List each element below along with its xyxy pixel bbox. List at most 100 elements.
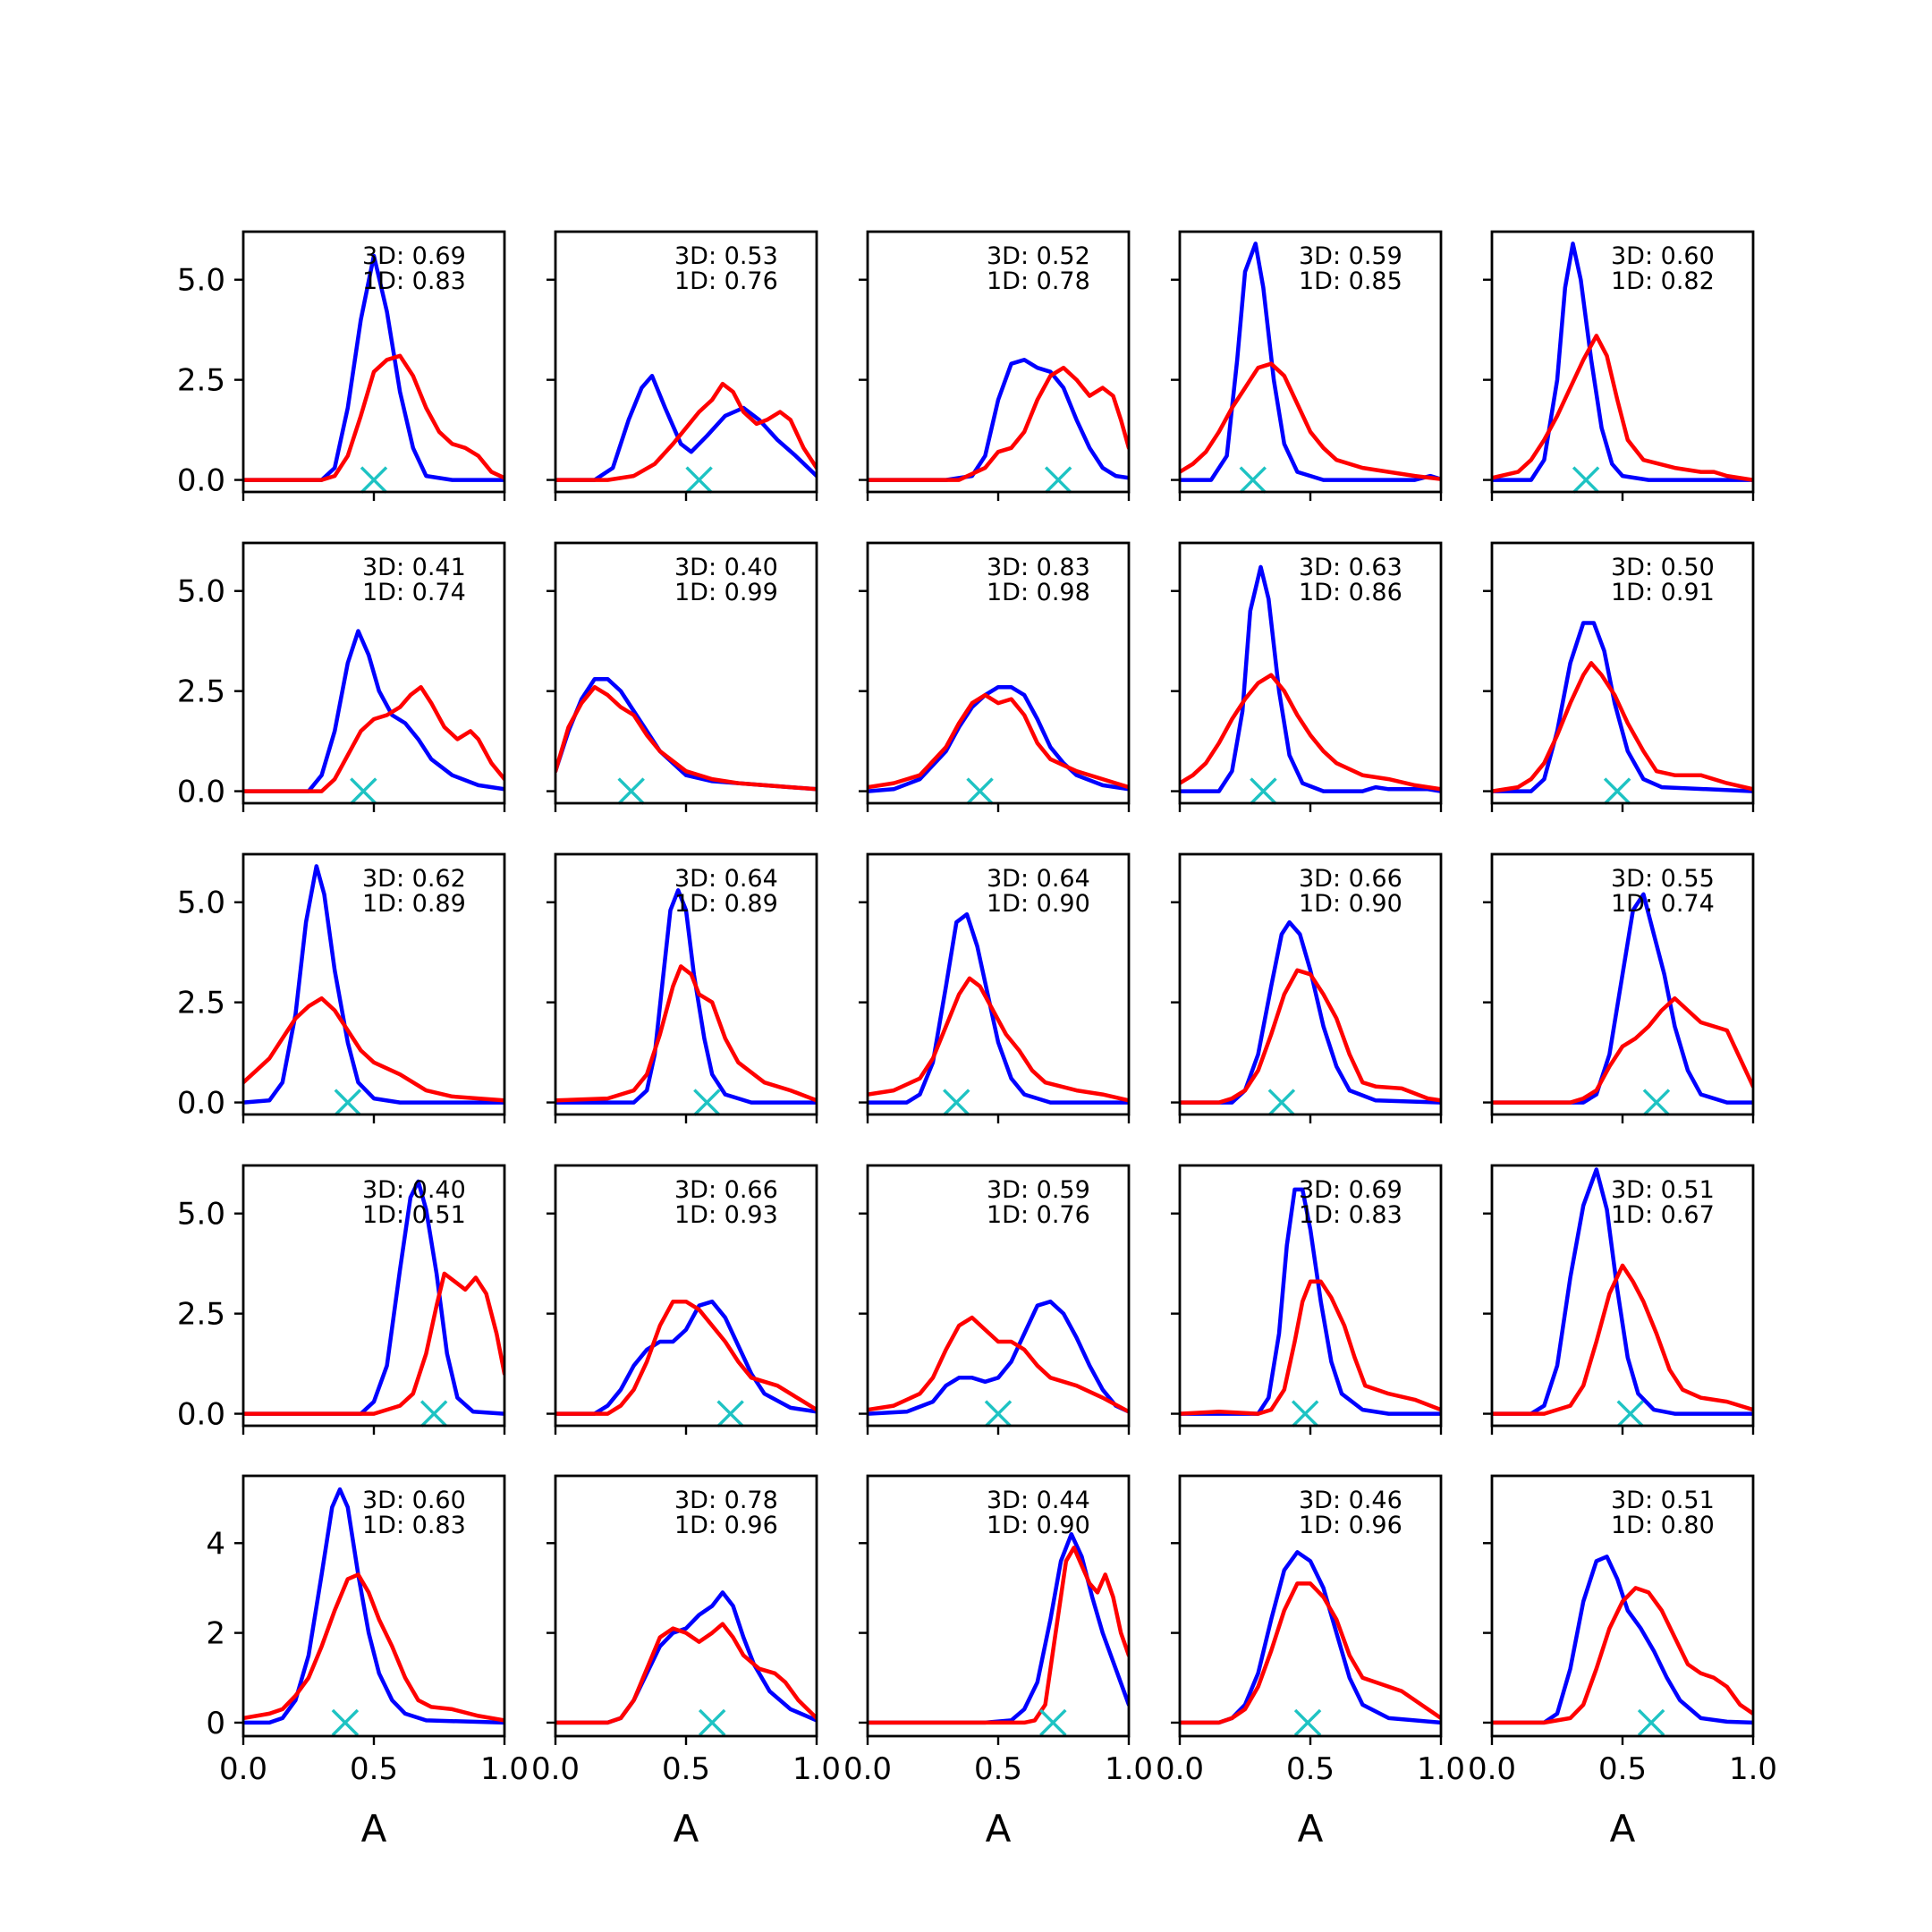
annotation-3d: 3D: 0.44 [987,1487,1090,1514]
red-density-line [555,1622,817,1725]
annotation-3d: 3D: 0.66 [674,1176,778,1204]
marker-x-stroke-b [943,1089,970,1116]
marker-x-stroke-b [984,1400,1013,1428]
x-tick-label: 1.0 [1105,1751,1153,1787]
annotation-1d: 1D: 0.80 [1611,1512,1715,1539]
x-tick-label: 0.5 [974,1751,1022,1787]
blue-density-line [243,1487,504,1725]
annotation-3d: 3D: 0.63 [1299,554,1402,581]
annotation-1d: 1D: 0.51 [362,1201,466,1229]
x-tick-label: 0.0 [219,1751,267,1787]
red-density-line [868,1546,1129,1725]
x-tick-label: 1.0 [1729,1751,1777,1787]
annotation-1d: 1D: 0.99 [674,579,778,606]
annotation-3d: 3D: 0.64 [987,865,1090,893]
x-axis-label: A [361,1807,387,1851]
x-tick-label: 0.0 [1156,1751,1204,1787]
marker-x-stroke-b [1637,1708,1665,1737]
x-axis-label: A [1610,1807,1636,1851]
annotation-3d: 3D: 0.69 [1299,1176,1402,1204]
x-tick-label: 0.5 [1286,1751,1335,1787]
annotation-1d: 1D: 0.96 [674,1512,778,1539]
red-density-line [868,692,1129,790]
red-density-line [243,353,504,482]
marker-x-stroke-b [1293,1708,1322,1737]
annotation-1d: 1D: 0.98 [987,579,1090,606]
red-density-line [555,964,817,1103]
red-density-line [1180,1581,1441,1725]
marker-x-stroke-b [685,466,713,494]
red-density-line [243,684,504,793]
annotation-3d: 3D: 0.40 [674,554,778,581]
y-tick-label: 0.0 [177,775,225,810]
red-density-line [1492,1263,1753,1416]
y-tick-label: 5.0 [177,263,225,299]
x-tick-label: 0.0 [1468,1751,1516,1787]
marker-x-stroke-b [1616,1400,1644,1428]
blue-density-line [1492,242,1753,482]
marker-x-stroke-b [334,1089,362,1116]
red-density-line [1180,968,1441,1105]
red-density-line [1492,1586,1753,1725]
annotation-3d: 3D: 0.55 [1611,865,1715,893]
annotation-1d: 1D: 0.85 [1299,267,1402,295]
y-tick-label: 2 [206,1616,225,1652]
x-tick-label: 1.0 [1417,1751,1465,1787]
y-tick-label: 2.5 [177,674,225,710]
annotation-3d: 3D: 0.62 [362,865,466,893]
red-density-line [1492,334,1753,482]
blue-density-line [868,358,1129,482]
red-density-line [1492,996,1753,1105]
x-axis-label: A [674,1807,699,1851]
red-density-line [243,1271,504,1416]
y-tick-label: 5.0 [177,886,225,921]
marker-x-stroke-b [617,777,645,805]
x-tick-label: 0.0 [843,1751,892,1787]
marker-x-stroke-b [966,777,994,805]
blue-density-line [1180,1187,1441,1416]
annotation-1d: 1D: 0.82 [1611,267,1715,295]
annotation-3d: 3D: 0.40 [362,1176,466,1204]
red-density-line [555,1299,817,1416]
blue-density-line [1180,242,1441,482]
red-density-line [868,365,1129,482]
x-tick-label: 1.0 [480,1751,529,1787]
annotation-1d: 1D: 0.89 [362,890,466,918]
annotation-1d: 1D: 0.83 [362,1512,466,1539]
blue-density-line [243,864,504,1105]
blue-density-line [243,1179,504,1416]
x-tick-label: 0.5 [1598,1751,1647,1787]
annotation-3d: 3D: 0.46 [1299,1487,1402,1514]
annotation-3d: 3D: 0.69 [362,242,466,270]
annotation-1d: 1D: 0.83 [1299,1201,1402,1229]
marker-x-stroke-b [698,1708,726,1737]
y-tick-label: 0.0 [177,1086,225,1122]
annotation-3d: 3D: 0.59 [1299,242,1402,270]
blue-density-line [868,911,1129,1105]
annotation-3d: 3D: 0.53 [674,242,778,270]
marker-x-stroke-b [1642,1089,1671,1116]
blue-density-line [868,1531,1129,1725]
annotation-1d: 1D: 0.90 [987,1512,1090,1539]
x-axis-label: A [1298,1807,1324,1851]
annotation-3d: 3D: 0.78 [674,1487,778,1514]
